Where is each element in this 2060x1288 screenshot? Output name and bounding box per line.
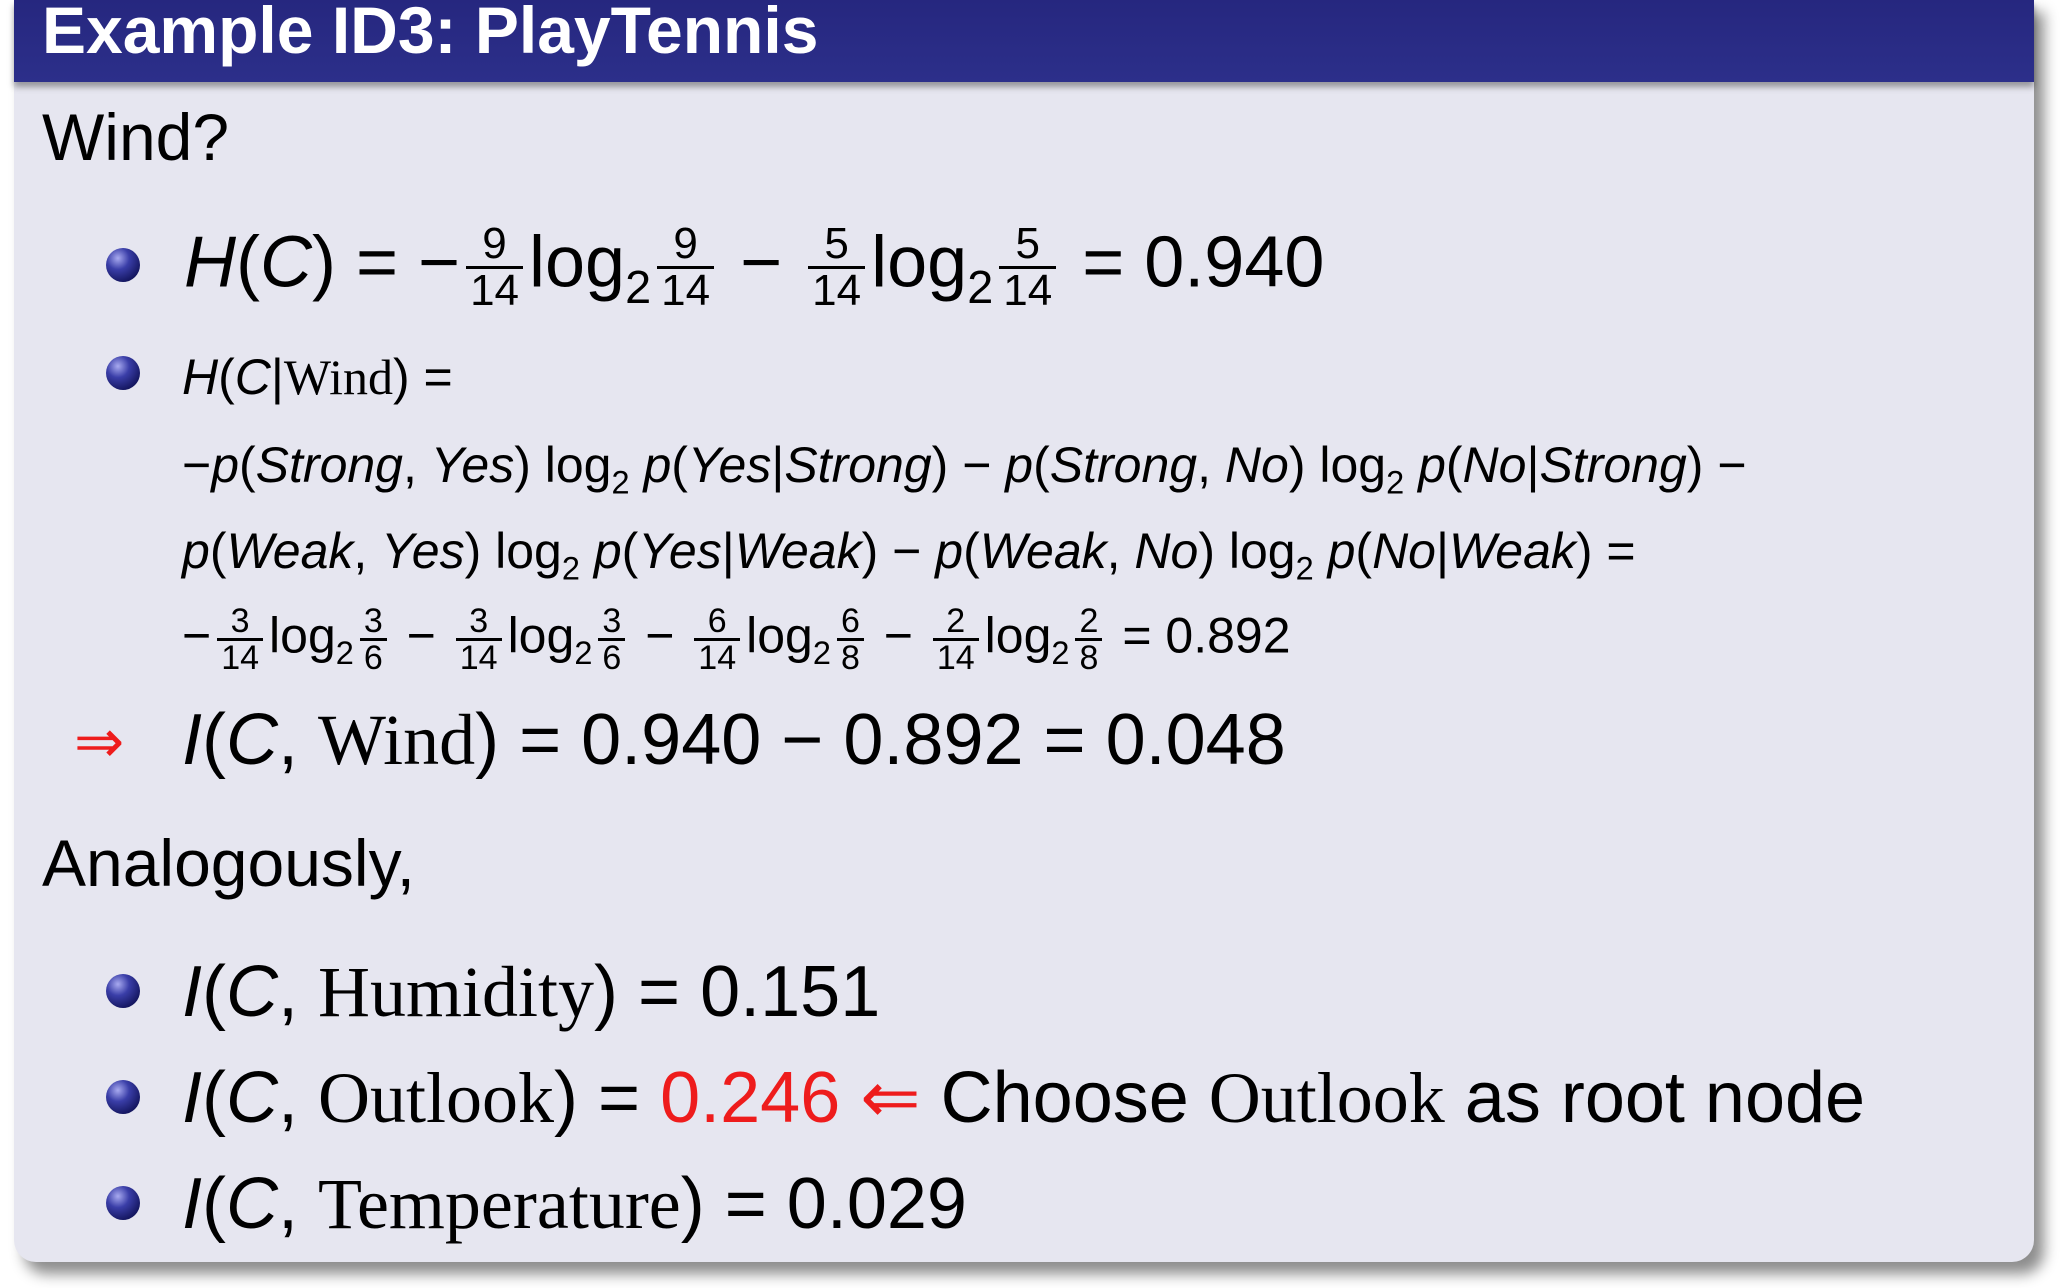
bullet-icon [106,1186,140,1220]
bullet-icon [106,248,140,282]
slide-title: Example ID3: PlayTennis [42,0,819,67]
fraction: 9 14 [657,222,715,313]
left-arrow-icon: ⇐ [860,1058,921,1138]
gain-outlook: I(C, Outlook) = 0.246 ⇐ Choose Outlook a… [182,1058,1866,1138]
gain-humidity: I(C, Humidity) = 0.151 [182,952,881,1032]
fraction: 5 14 [999,222,1057,313]
slide-header: Example ID3: PlayTennis [14,0,2034,82]
root-node-note: Choose Outlook as root node [940,1058,1866,1138]
gain-temperature: I(C, Temperature) = 0.029 [182,1164,967,1244]
conditional-entropy-line-2: −p(Strong, Yes) log2 p(Yes|Strong) − p(S… [182,437,1747,501]
bullet-icon [106,1080,140,1114]
slide: Example ID3: PlayTennis Wind? H(C) = −9 1… [14,0,2034,1262]
bullet-icon [106,974,140,1008]
information-gain-wind: I(C, Wind) = 0.940 − 0.892 = 0.048 [182,700,1286,780]
conditional-entropy-line-1: H(C|Wind) = [182,349,453,405]
conditional-entropy-line-4: −3 14 log2 3 6 − 3 14 log2 3 6 − 6 14 log2 6 8 − 2 14… [182,602,1291,677]
highlight-value: 0.246 [660,1058,841,1138]
bullet-icon [106,356,140,390]
conditional-entropy-line-3: p(Weak, Yes) log2 p(Yes|Weak) − p(Weak, … [182,523,1636,587]
fraction: 9 14 [466,222,524,313]
wind-heading: Wind? [42,100,230,174]
entropy-formula: H(C) = −9 14 log2 9 14 − 5 14 log2 5 14 = 0.940 [184,219,1325,315]
implies-arrow-icon: ⇒ [74,708,125,775]
analogously-label: Analogously, [42,826,416,900]
fraction: 5 14 [808,222,866,313]
